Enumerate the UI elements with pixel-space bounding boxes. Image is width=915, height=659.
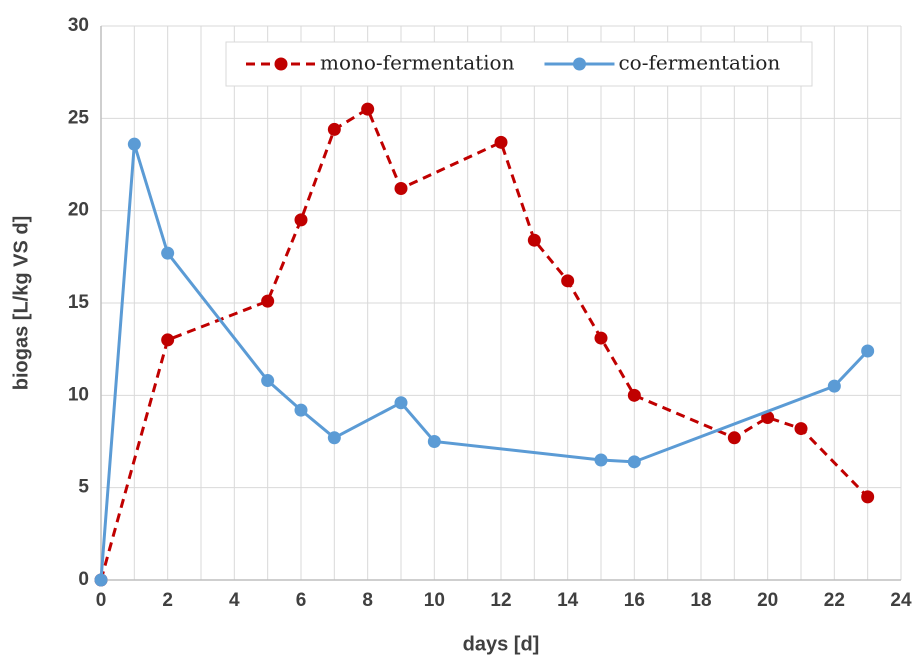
data-point [327,431,341,445]
y-tick-label: 25 [68,107,90,128]
x-tick-label: 8 [362,590,373,611]
x-tick-label: 20 [757,590,778,611]
y-tick-label: 5 [78,477,89,498]
data-point [594,453,608,467]
x-tick-label: 16 [624,590,645,611]
x-tick-label: 12 [490,590,511,611]
legend-box [225,41,813,87]
data-point [861,344,875,358]
data-point [161,333,175,347]
data-point [727,431,741,445]
data-point [827,379,841,393]
data-point [294,213,308,227]
y-tick-label: 20 [68,200,89,221]
x-tick-label: 6 [296,590,307,611]
legend-marker [572,57,586,71]
x-tick-label: 0 [96,590,107,611]
x-tick-label: 4 [229,590,240,611]
data-point [761,410,775,424]
legend-label: mono-fermentation [320,51,515,75]
data-point [527,233,541,247]
y-tick-label: 10 [68,384,89,405]
data-point [261,294,275,308]
data-point [794,422,808,436]
x-tick-label: 24 [890,590,912,611]
x-tick-label: 14 [557,590,579,611]
data-point [627,388,641,402]
data-point [361,102,375,116]
x-axis-title: days [d] [463,633,540,655]
data-point [427,435,441,448]
data-point [594,331,608,345]
series-line [99,106,869,581]
data-point [627,455,641,469]
x-tick-label: 22 [824,590,845,611]
data-point [161,246,175,260]
x-tick-label: 10 [424,590,445,611]
data-point [394,182,408,196]
y-tick-label: 30 [68,15,89,36]
y-tick-label: 0 [78,569,89,590]
series-line [99,143,869,581]
legend-marker [274,57,288,71]
data-point [327,122,341,136]
legend-label: co-fermentation [618,51,780,75]
data-point [561,274,575,288]
x-tick-label: 18 [690,590,711,611]
data-point [94,573,108,587]
y-tick-label: 15 [68,292,90,313]
data-point [861,490,875,504]
data-point [261,374,275,388]
x-tick-label: 2 [162,590,173,611]
data-point [494,135,508,149]
data-point [127,137,141,151]
data-point [394,396,408,410]
data-point [294,403,308,417]
y-axis-title: biogas [L/kg VS d] [10,216,32,390]
